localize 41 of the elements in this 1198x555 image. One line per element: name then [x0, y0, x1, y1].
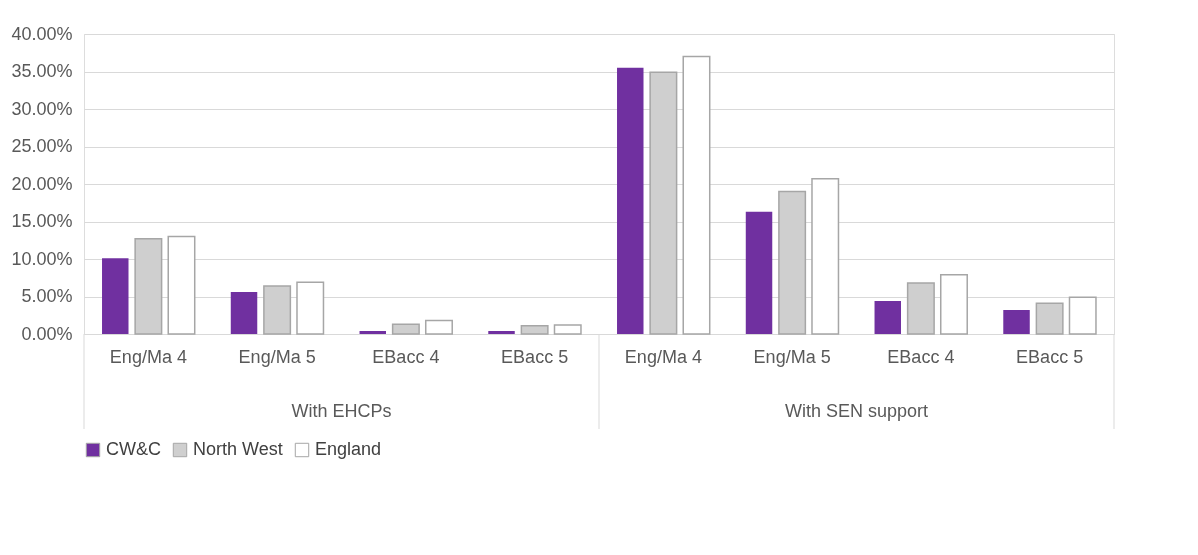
bar: [811, 178, 840, 335]
text: With EHCPs: [291, 401, 392, 421]
bar: [359, 331, 387, 334]
bar: [230, 292, 258, 334]
y-tick-label: 25.00%: [11, 136, 73, 156]
bar: [1068, 296, 1097, 335]
bar: [167, 235, 196, 335]
x-tick-label: Eng/Ma 5: [753, 346, 831, 367]
x-tick-label: EBacc 4: [887, 346, 955, 367]
bar: [488, 331, 515, 334]
bar: [296, 281, 325, 335]
bar: [1035, 302, 1064, 335]
x-tick-label: EBacc 5: [501, 346, 569, 367]
x-tick-label: Eng/Ma 4: [109, 346, 187, 367]
bar: [617, 67, 644, 334]
bar: [520, 325, 549, 335]
bar: [682, 55, 711, 335]
y-tick-label: 40.00%: [11, 23, 73, 44]
y-tick-label: 20.00%: [11, 173, 73, 194]
y-tick-label: 5.00%: [21, 286, 73, 306]
bar: [102, 258, 129, 334]
bar: [553, 324, 582, 335]
x-tick-label: Eng/Ma 5: [238, 346, 316, 367]
bar: [391, 323, 420, 335]
bar: [939, 274, 968, 335]
x-tick-label: Eng/Ma 4: [624, 346, 702, 367]
x-tick-label: EBacc 5: [1016, 346, 1084, 367]
y-tick-label: 15.00%: [11, 211, 73, 231]
bar: [1003, 310, 1030, 334]
x-tick-label: EBacc 4: [372, 346, 440, 367]
bar: [874, 301, 902, 334]
y-tick-label: 30.00%: [11, 98, 73, 119]
y-tick-label: 35.00%: [11, 61, 73, 81]
bar: [745, 211, 773, 334]
legend-label: CW&C: [106, 439, 161, 459]
legend-label: England: [315, 439, 382, 459]
y-tick-label: 0.00%: [21, 323, 73, 344]
text: With SEN support: [784, 401, 929, 421]
bar: [424, 319, 453, 335]
legend-label: North West: [193, 439, 283, 459]
y-tick-label: 10.00%: [11, 248, 73, 269]
